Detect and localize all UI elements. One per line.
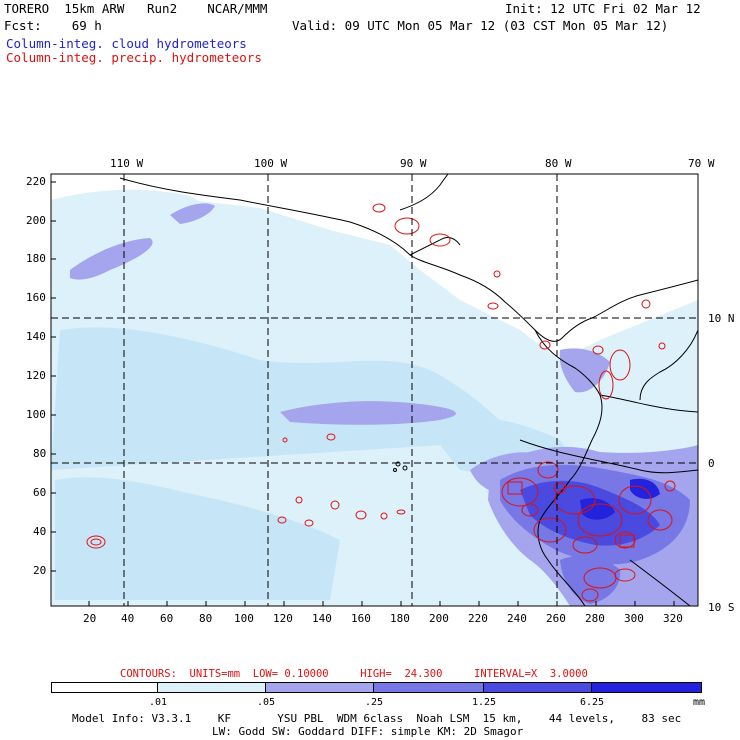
- x-label: 280: [585, 612, 605, 625]
- lon-label-90w: 90 W: [400, 157, 427, 170]
- color-bar-tick: .25: [364, 697, 384, 708]
- x-label: 40: [121, 612, 135, 625]
- y-label: 80: [33, 447, 47, 460]
- init-time: Init: 12 UTC Fri 02 Mar 12: [505, 1, 701, 16]
- x-label: 120: [273, 612, 293, 625]
- lon-label-70w: 70 W: [688, 157, 715, 170]
- lat-label-10s: 10 S: [708, 601, 735, 614]
- galapagos-islands: [393, 461, 408, 472]
- color-bar-segment: [592, 682, 702, 693]
- x-label: 100: [234, 612, 254, 625]
- x-label: 320: [663, 612, 683, 625]
- color-bar-tick: .05: [256, 697, 276, 708]
- color-bar-segment: [51, 682, 158, 693]
- color-bar-segment: [374, 682, 484, 693]
- lon-label-110w: 110 W: [110, 157, 144, 170]
- x-label: 200: [429, 612, 449, 625]
- color-bar-segment: [484, 682, 592, 693]
- y-label: 160: [26, 291, 46, 304]
- color-bar-tick: 1.25: [471, 697, 497, 708]
- color-bar-tick: 6.25: [579, 697, 605, 708]
- color-bar-segment: [266, 682, 374, 693]
- x-label: 220: [468, 612, 488, 625]
- y-label: 60: [33, 486, 47, 499]
- lon-label-100w: 100 W: [254, 157, 288, 170]
- y-label: 20: [33, 564, 47, 577]
- x-label: 180: [390, 612, 410, 625]
- coastline: [119, 174, 698, 606]
- x-label: 140: [312, 612, 332, 625]
- y-label: 40: [33, 525, 47, 538]
- x-label: 20: [83, 612, 97, 625]
- cloud-shading: [51, 189, 698, 606]
- y-label: 140: [26, 330, 46, 343]
- map-frame: [50, 173, 699, 607]
- x-label: 80: [199, 612, 213, 625]
- x-label: 300: [624, 612, 644, 625]
- model-title: TORERO 15km ARW Run2 NCAR/MMM: [4, 1, 268, 16]
- physics-info: LW: Godd SW: Goddard DIFF: simple KM: 2D…: [212, 725, 524, 738]
- cloud-field-label: Column-integ. cloud hydrometeors: [6, 36, 247, 51]
- valid-time: Valid: 09 UTC Mon 05 Mar 12 (03 CST Mon …: [292, 18, 669, 33]
- y-label: 180: [26, 252, 46, 265]
- precip-contours: [86, 203, 676, 602]
- y-ticks: [51, 181, 56, 572]
- y-label: 220: [26, 175, 46, 188]
- x-label: 240: [507, 612, 527, 625]
- x-label: 260: [546, 612, 566, 625]
- lon-label-80w: 80 W: [545, 157, 572, 170]
- y-label: 100: [26, 408, 46, 421]
- precip-field-label: Column-integ. precip. hydrometeors: [6, 50, 262, 65]
- color-bar-tick: .01: [148, 697, 168, 708]
- x-label: 160: [351, 612, 371, 625]
- model-info: Model Info: V3.3.1 KF YSU PBL WDM 6class…: [72, 712, 682, 725]
- forecast-hour: Fcst: 69 h: [4, 18, 102, 33]
- x-ticks: [88, 601, 675, 606]
- lat-lon-grid: [51, 174, 698, 606]
- color-bar-segment: [158, 682, 266, 693]
- y-label: 120: [26, 369, 46, 382]
- contour-legend: CONTOURS: UNITS=mm LOW= 0.10000 HIGH= 24…: [120, 668, 588, 680]
- x-label: 60: [160, 612, 174, 625]
- color-bar-units: mm: [692, 697, 706, 708]
- y-label: 200: [26, 214, 46, 227]
- lat-label-0: 0: [708, 457, 715, 470]
- lat-label-10n: 10 N: [708, 312, 735, 325]
